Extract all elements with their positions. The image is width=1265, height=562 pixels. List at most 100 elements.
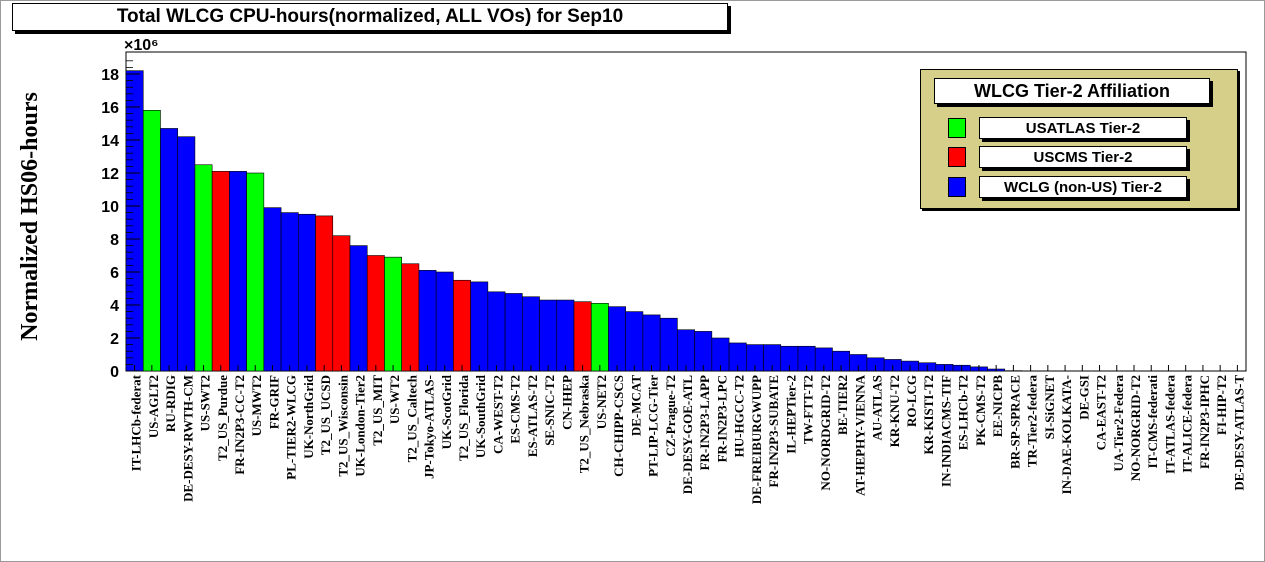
x-tick-label: T2_US_MIT — [370, 375, 385, 446]
bar — [194, 164, 213, 372]
x-tick-label: PL-TIER2-WLCG — [284, 375, 299, 480]
bar — [315, 215, 334, 372]
x-tick-label: IN-INDIACMS-TIF — [938, 375, 953, 487]
bar — [453, 279, 471, 372]
bar — [539, 299, 558, 372]
y-axis-label: Normalized HS06-hours — [17, 92, 43, 341]
bar — [487, 291, 506, 372]
x-tick-label: US-WT2 — [387, 375, 402, 424]
bar — [608, 306, 626, 372]
bar — [625, 311, 644, 372]
x-tick-label: HU-HGCC-T2 — [732, 375, 747, 457]
bar — [590, 303, 609, 372]
bar — [125, 70, 144, 372]
x-tick-label: PT-LIP-LCG-Tier — [646, 375, 661, 477]
x-tick-label: PK-CMS-T2 — [973, 375, 988, 446]
x-tick-label: UK-ScotGrid — [439, 374, 454, 449]
bar — [556, 299, 575, 372]
y-tick-label: 6 — [110, 265, 119, 282]
x-tick-label: FR-IN2P3-SUBATE — [766, 375, 781, 487]
x-tick-label: AU-ATLAS — [870, 375, 885, 441]
x-tick-label: RU-RDIG — [163, 375, 178, 432]
x-tick-label: IT-ALICE-federa — [1180, 375, 1195, 473]
bar — [177, 136, 196, 372]
x-tick-label: DE-GSI — [1076, 375, 1091, 420]
x-tick-label: KR-KISTI-T2 — [921, 375, 936, 454]
x-tick-label: IN-DAE-KOLKATA- — [1059, 375, 1074, 494]
bar — [246, 172, 265, 372]
x-tick-label: US-MWT2 — [249, 375, 264, 436]
x-tick-label: US-NET2 — [594, 375, 609, 429]
x-tick-label: CA-EAST-T2 — [1094, 375, 1109, 450]
x-tick-label: ES-LHCb-T2 — [956, 375, 971, 450]
y-tick-label: 8 — [110, 232, 119, 249]
x-tick-label: BE-TIER2 — [835, 375, 850, 435]
x-tick-label: IT-CMS-federati — [1145, 375, 1160, 469]
x-tick-label: FI-HIP-T2 — [1214, 375, 1229, 435]
x-tick-label: KR-KNU-T2 — [887, 375, 902, 447]
y-multiplier: ×10⁶ — [124, 37, 159, 54]
bar — [298, 213, 316, 372]
x-tick-label: FR-IN2P3-LPC — [714, 375, 729, 462]
legend-entry-uscms: USCMS Tier-2 — [948, 146, 1228, 170]
x-tick-label: RO-LCG — [904, 375, 919, 427]
x-tick-label: NO-NORGRID-T2 — [1128, 375, 1143, 481]
x-tick-label: AT-HEPHY-VIENNA — [852, 374, 867, 495]
x-tick-label: T2_US_Caltech — [404, 374, 419, 462]
bar — [229, 171, 247, 372]
legend-swatch-uscms — [948, 147, 966, 167]
x-tick-label: IT-LHCb-federat — [129, 374, 144, 471]
y-tick-label: 10 — [101, 199, 119, 216]
x-tick-label: IL-HEPTier-2 — [783, 375, 798, 454]
x-tick-label: TR-Tier2-federa — [1025, 375, 1040, 468]
x-tick-label: TW-FTT-T2 — [801, 375, 816, 444]
legend-label-usatlas: USATLAS Tier-2 — [979, 117, 1187, 139]
x-tick-label: CA-WEST-T2 — [490, 375, 505, 454]
x-tick-label: UK-NorthGrid — [301, 374, 316, 459]
x-tick-label: ES-ATLAS-T2 — [525, 375, 540, 457]
y-tick-label: 4 — [110, 298, 119, 315]
chart-title: Total WLCG CPU-hours(normalized, ALL VOs… — [12, 3, 728, 31]
bar — [384, 256, 402, 372]
x-tick-label: SE-SNIC-T2 — [542, 375, 557, 446]
x-tick-label: FR-IN2P3-CC-T2 — [232, 375, 247, 475]
bar — [142, 110, 161, 372]
x-tick-label: CH-CHIPP-CSCS — [611, 375, 626, 477]
x-tick-label: UA-Tier2-Federa — [1111, 375, 1126, 472]
x-tick-label: CZ-Prague-T2 — [663, 375, 678, 457]
x-tick-label: T2_US_Nebraska — [577, 375, 592, 474]
x-tick-label: DE-MCAT — [628, 375, 643, 436]
bar — [332, 235, 351, 372]
bar — [160, 128, 178, 372]
x-tick-label: SI-SiGNET — [1042, 375, 1057, 440]
bar — [211, 171, 230, 372]
legend-label-uscms: USCMS Tier-2 — [979, 146, 1187, 168]
legend-entry-wclg: WCLG (non-US) Tier-2 — [948, 176, 1228, 200]
legend: WLCG Tier-2 Affiliation USATLAS Tier-2 U… — [920, 69, 1238, 209]
x-tick-label: UK-SouthGrid — [473, 374, 488, 458]
bar — [418, 270, 437, 372]
x-tick-label: IT-ATLAS-federa — [1162, 375, 1177, 474]
y-tick-label: 14 — [101, 133, 119, 150]
x-tick-label: FR-IN2P3-LAPP — [697, 375, 712, 470]
x-tick-label: NO-NORDGRID-T2 — [818, 375, 833, 491]
x-tick-label: ES-CMS-T2 — [508, 375, 523, 444]
legend-title: WLCG Tier-2 Affiliation — [934, 78, 1210, 104]
legend-label-wclg: WCLG (non-US) Tier-2 — [979, 176, 1187, 198]
y-tick-label: 0 — [110, 364, 119, 381]
bar — [573, 301, 592, 372]
x-tick-label: T2_US_Purdue — [215, 375, 230, 461]
bar — [401, 263, 420, 372]
x-tick-label: DE-DESY-RWTH-CM — [180, 375, 195, 502]
bar — [470, 281, 489, 372]
legend-swatch-usatlas — [948, 118, 966, 138]
y-tick-label: 16 — [101, 100, 119, 117]
bar — [659, 317, 678, 372]
x-tick-label: FR-GRIF — [266, 375, 281, 429]
x-tick-label: JP-Tokyo-ATLAS- — [422, 375, 437, 479]
x-tick-label: DE-DESY-GOE-ATL — [680, 375, 695, 495]
x-tick-label: UK-London-Tier2 — [353, 375, 368, 477]
x-tick-label: EE-NICPB — [990, 375, 1005, 437]
x-tick-label: T2_US_Florida — [456, 375, 471, 461]
